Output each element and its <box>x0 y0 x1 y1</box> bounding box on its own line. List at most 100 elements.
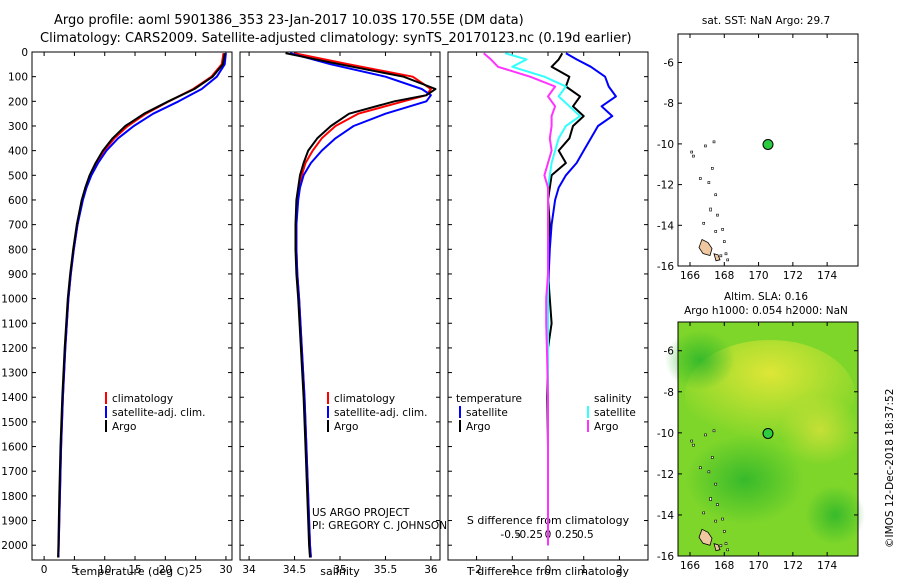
island-mark <box>712 140 716 144</box>
island-mark <box>714 482 718 486</box>
sst-map-coastline <box>690 140 730 262</box>
depth-tick-label: 1600 <box>1 442 28 454</box>
x-tick-label: 0 <box>41 564 48 576</box>
island-mark <box>704 433 707 437</box>
top-x-tick-label: -0.25 <box>516 529 543 541</box>
depth-tick-label: 1000 <box>1 294 28 306</box>
sst-float-marker <box>762 139 774 151</box>
island-mark <box>707 181 711 184</box>
legend-label-argo: Argo <box>112 421 136 433</box>
map-x-tick-label: 166 <box>680 270 700 282</box>
salinity-lines <box>285 52 437 558</box>
depth-tick-label: 500 <box>8 170 28 182</box>
island-mark <box>698 177 702 180</box>
sst-map-title: sat. SST: NaN Argo: 29.7 <box>702 15 830 27</box>
legend-label-climatology: climatology <box>334 393 395 405</box>
island-mark <box>724 542 728 545</box>
temperature-plot-frame <box>31 51 233 561</box>
series-line-argo <box>57 53 226 558</box>
island-mark <box>707 470 711 474</box>
island-mark <box>716 503 719 506</box>
x-tick-label: 15 <box>128 564 141 576</box>
x-tick-label: 0 <box>545 564 552 576</box>
map-y-tick-label: -14 <box>657 220 674 232</box>
depth-tick-label: 1800 <box>1 491 28 503</box>
island-mark <box>698 466 702 470</box>
map-y-tick-label: -12 <box>657 180 674 192</box>
temperature-panel: temperature (deg C) <box>31 51 233 578</box>
depth-tick-label: 1100 <box>1 318 28 330</box>
map-y-tick-label: -6 <box>664 57 675 69</box>
island-mark <box>690 150 694 154</box>
map-y-tick-label: -10 <box>657 139 674 151</box>
x-tick-label: 36 <box>424 564 438 576</box>
depth-tick-label: 1200 <box>1 343 28 355</box>
sst-map-axes: 166 168 170 172 174 -6 -8 -10 -12 -14 -16 <box>657 34 858 282</box>
map-x-tick-label: 168 <box>714 560 734 572</box>
sla-float-marker <box>762 427 774 439</box>
legend-label-satellite: satellite-adj. clim. <box>334 407 427 419</box>
salinity-legend: climatology satellite-adj. clim. Argo <box>327 392 427 433</box>
map-y-tick-label: -10 <box>657 428 674 440</box>
island-mark <box>714 230 718 233</box>
depth-tick-label: 200 <box>8 96 28 108</box>
temperature-xlabel: temperature (deg C) <box>75 565 188 578</box>
island-shape <box>713 253 721 262</box>
sla-low-anomaly <box>685 435 805 525</box>
map-y-tick-label: -6 <box>664 346 675 358</box>
difference-xlabel: T difference from climatology <box>466 565 629 578</box>
sla-map-title-line1: Altim. SLA: 0.16 <box>724 291 808 303</box>
x-tick-label: 25 <box>189 564 202 576</box>
island-shape <box>698 528 713 546</box>
x-tick-label: 34 <box>242 564 256 576</box>
x-tick-label: -1 <box>507 564 517 576</box>
sla-map-axes: 166 168 170 172 174 -6 -8 -10 -12 -14 -16 <box>657 322 858 572</box>
map-x-tick-label: 166 <box>680 560 700 572</box>
timestamp-label: ©IMOS 12-Dec-2018 18:37:52 <box>884 389 896 548</box>
island-shape <box>698 238 713 257</box>
depth-tick-label: 900 <box>8 269 28 281</box>
island-mark <box>692 443 695 447</box>
depth-tick-label: 600 <box>8 195 28 207</box>
sla-map-title-line2: Argo h1000: 0.054 h2000: NaN <box>684 305 848 317</box>
island-mark <box>692 154 695 158</box>
salinity-plot-frame <box>239 51 441 561</box>
legend-label-sal-satellite: satellite <box>594 407 636 419</box>
map-x-tick-label: 170 <box>749 270 769 282</box>
legend-label-temp-satellite: satellite <box>466 407 508 419</box>
map-x-tick-label: 174 <box>817 270 837 282</box>
island-mark <box>714 193 718 197</box>
map-y-tick-label: -8 <box>664 98 674 110</box>
top-x-tick-label: -0.5 <box>500 529 521 541</box>
temperature-xaxis: 0 5 10 15 20 25 30 <box>41 52 233 576</box>
x-tick-label: 10 <box>98 564 111 576</box>
map-y-tick-label: -16 <box>657 261 674 273</box>
figure-title-line1: Argo profile: aoml 5901386_353 23-Jan-20… <box>54 13 524 28</box>
island-mark <box>702 221 706 225</box>
x-tick-label: 35.5 <box>374 564 397 576</box>
difference-lines <box>483 52 617 546</box>
salinity-xlabel: salinity <box>320 565 360 578</box>
island-mark <box>714 519 718 523</box>
salinity-panel: salinity <box>239 51 441 578</box>
sla-low-anomaly <box>665 330 735 390</box>
island-mark <box>709 497 712 501</box>
x-tick-label: -2 <box>471 564 481 576</box>
sla-high-anomaly <box>780 395 860 465</box>
map-x-tick-label: 168 <box>714 270 734 282</box>
depth-tick-label: 0 <box>21 47 28 59</box>
series-line-salinity-satellite <box>504 52 582 546</box>
sla-map-frame <box>677 321 859 557</box>
top-x-tick-label: 0.5 <box>577 529 594 541</box>
island-mark <box>709 207 712 212</box>
series-line-argo <box>285 52 437 558</box>
series-line-salinity-argo <box>483 52 557 546</box>
island-shape <box>713 543 721 552</box>
legend-label-satellite: satellite-adj. clim. <box>112 407 205 419</box>
island-mark <box>716 213 719 217</box>
island-mark <box>722 530 726 533</box>
depth-tick-label: 700 <box>8 220 28 232</box>
x-tick-label: 1 <box>580 564 587 576</box>
island-mark <box>710 456 714 459</box>
